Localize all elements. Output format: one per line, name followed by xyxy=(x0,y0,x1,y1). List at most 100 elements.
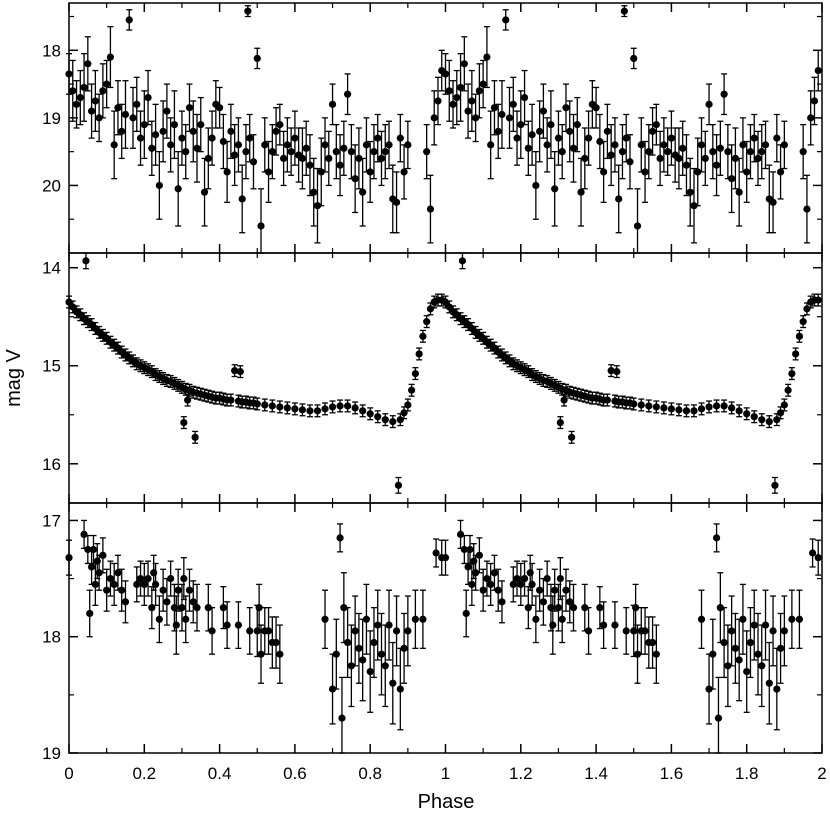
data-point xyxy=(91,97,99,105)
data-point xyxy=(136,134,145,142)
data-point xyxy=(592,104,600,112)
data-point xyxy=(543,141,551,149)
data-point xyxy=(735,188,743,196)
data-point xyxy=(645,402,653,410)
x-tick-label: 1 xyxy=(441,764,450,783)
data-point xyxy=(404,627,412,635)
data-point xyxy=(556,419,564,427)
data-point xyxy=(724,148,732,156)
data-point xyxy=(453,93,461,102)
data-point xyxy=(776,644,785,652)
data-point xyxy=(660,404,668,412)
data-point xyxy=(490,569,499,577)
data-point xyxy=(795,332,804,340)
data-point xyxy=(95,114,103,122)
data-point xyxy=(89,545,98,554)
data-point xyxy=(735,407,743,415)
data-point xyxy=(709,650,717,658)
data-point xyxy=(377,154,386,163)
data-point xyxy=(103,586,111,594)
data-point xyxy=(182,148,190,156)
data-point xyxy=(765,418,773,426)
data-point xyxy=(121,598,130,606)
data-point xyxy=(415,350,423,358)
data-point xyxy=(163,598,171,606)
data-point xyxy=(607,151,615,159)
data-point xyxy=(577,188,585,196)
data-point xyxy=(652,403,660,411)
data-point xyxy=(381,148,389,156)
data-point xyxy=(765,679,773,687)
data-point xyxy=(682,407,691,415)
data-point xyxy=(618,148,627,156)
data-point xyxy=(626,158,634,166)
data-point xyxy=(558,148,566,156)
data-point xyxy=(758,416,766,424)
data-point xyxy=(648,127,657,135)
data-point xyxy=(197,121,205,129)
data-point xyxy=(600,621,608,629)
data-point xyxy=(716,604,724,612)
data-point xyxy=(328,685,337,693)
data-point xyxy=(735,656,743,664)
data-point xyxy=(652,650,660,658)
data-point xyxy=(80,530,88,538)
data-point xyxy=(362,141,371,149)
data-point xyxy=(596,604,604,612)
data-point xyxy=(656,154,664,163)
data-point xyxy=(95,569,103,577)
data-point xyxy=(505,114,514,122)
data-point xyxy=(268,402,276,410)
y-tick-label: 16 xyxy=(42,455,61,474)
data-point xyxy=(223,168,231,176)
data-point xyxy=(419,615,427,623)
data-point xyxy=(234,141,243,149)
data-point xyxy=(675,154,683,163)
data-point xyxy=(712,402,721,410)
data-point xyxy=(400,644,408,652)
data-point xyxy=(743,410,751,418)
data-point xyxy=(178,604,186,612)
data-point xyxy=(697,141,706,149)
data-point xyxy=(513,574,521,583)
data-point xyxy=(411,615,419,623)
data-point xyxy=(183,396,192,404)
data-point xyxy=(185,104,194,112)
data-point xyxy=(80,83,88,92)
data-point xyxy=(404,401,412,409)
data-point xyxy=(566,127,574,135)
data-point xyxy=(803,305,811,313)
data-point xyxy=(600,168,608,176)
data-point xyxy=(780,627,788,635)
data-point xyxy=(84,60,92,68)
data-point xyxy=(517,121,525,129)
data-point xyxy=(667,405,676,413)
data-point xyxy=(170,121,179,129)
data-point xyxy=(536,127,544,135)
data-point xyxy=(464,107,472,115)
data-point xyxy=(204,604,212,612)
data-point xyxy=(423,318,431,326)
data-point xyxy=(633,650,642,658)
data-point xyxy=(792,350,800,358)
data-point xyxy=(814,66,822,75)
data-point xyxy=(151,131,160,139)
data-point xyxy=(551,586,559,594)
data-point xyxy=(611,621,619,629)
x-tick-label: 0.4 xyxy=(208,764,232,783)
data-point xyxy=(174,586,182,594)
data-point xyxy=(155,615,163,623)
data-point xyxy=(283,141,291,149)
data-point xyxy=(528,580,536,588)
data-point xyxy=(769,627,777,635)
data-point xyxy=(814,296,822,304)
data-point xyxy=(613,368,621,376)
data-point xyxy=(697,405,706,413)
data-point xyxy=(520,574,529,583)
data-point xyxy=(464,563,472,571)
data-point xyxy=(204,154,212,163)
x-tick-labels: 0 0.2 0.4 0.6 0.8 1 1.2 1.4 1.6 1.8 2 xyxy=(64,764,826,783)
data-point xyxy=(374,134,382,142)
data-point xyxy=(133,100,141,108)
data-point xyxy=(697,615,706,623)
